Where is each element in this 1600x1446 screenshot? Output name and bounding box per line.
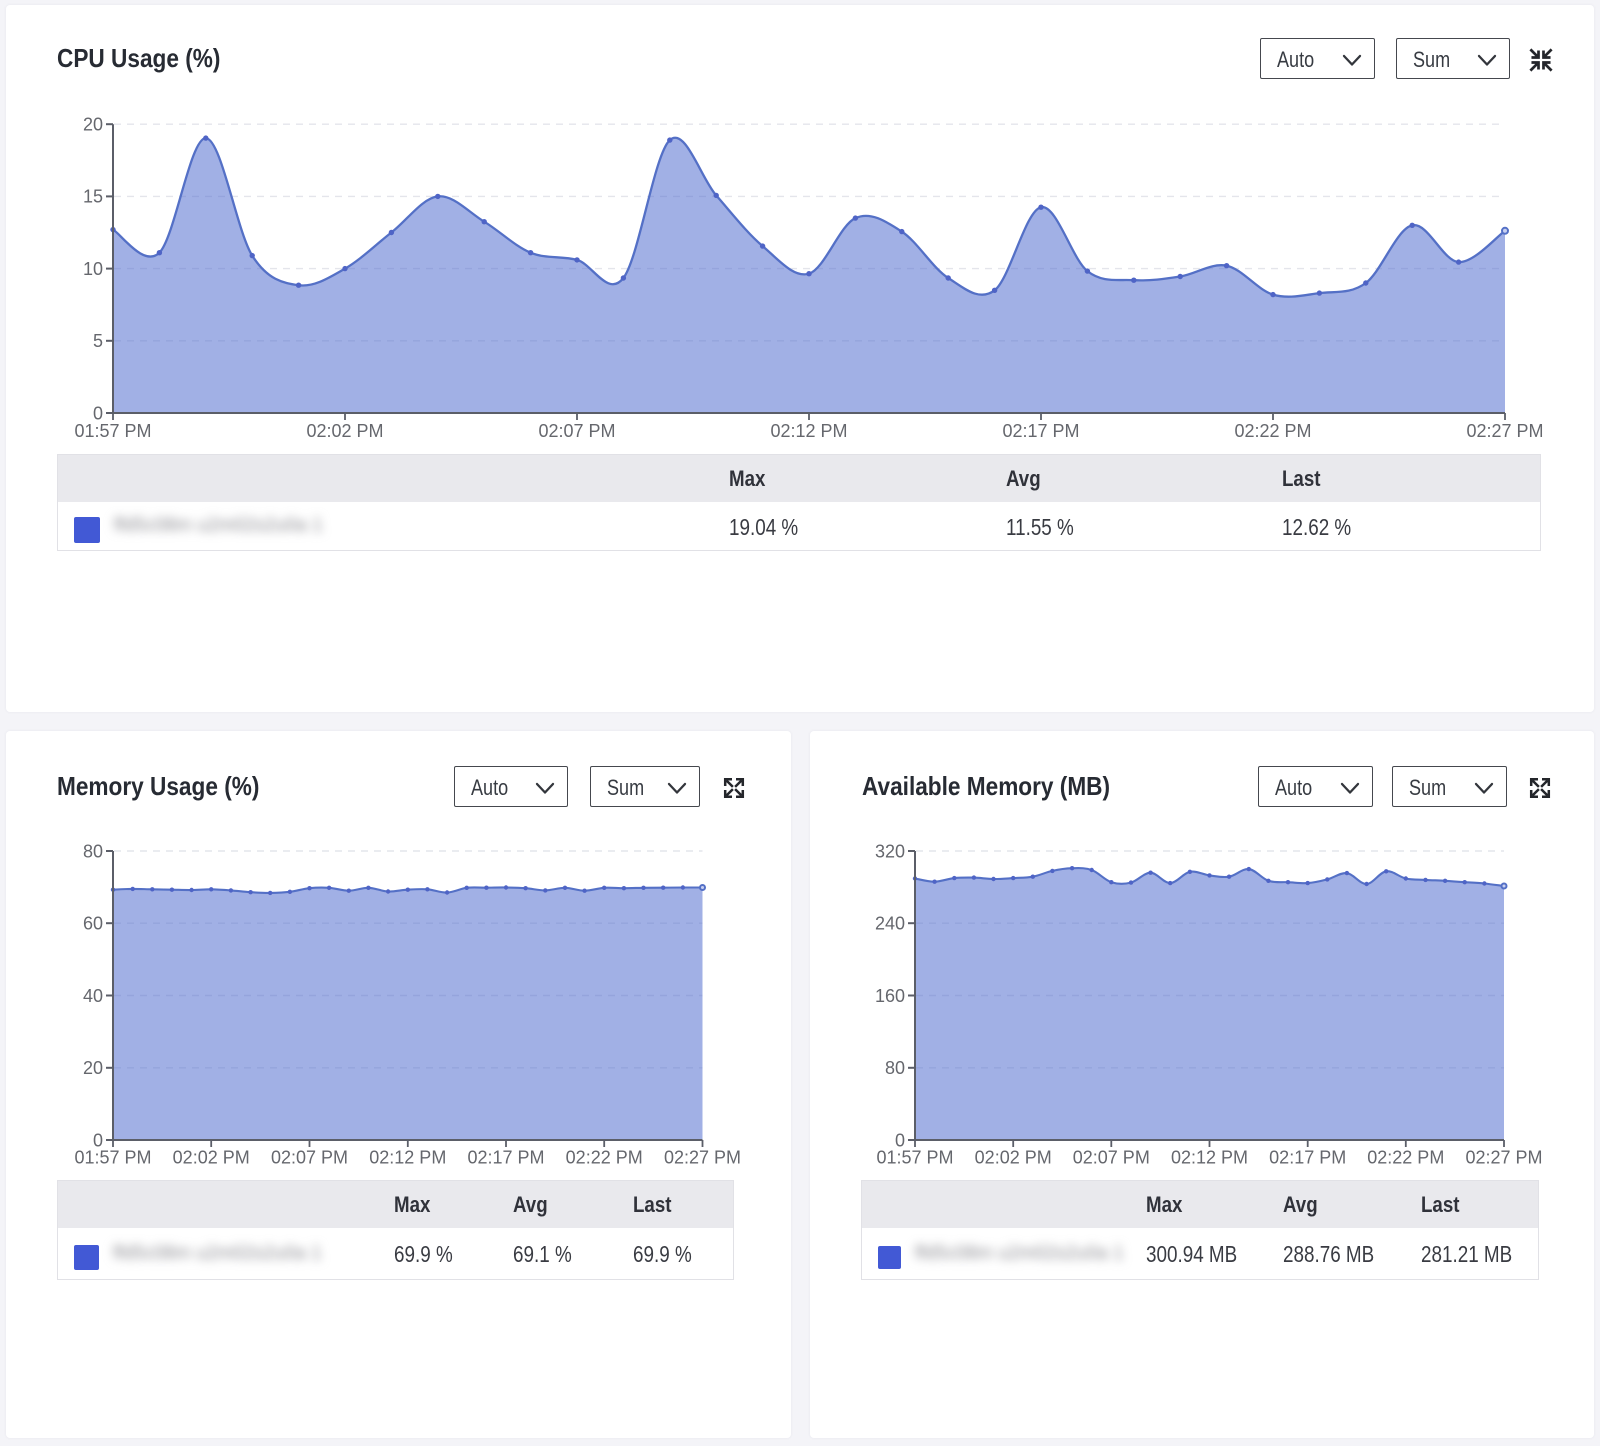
svg-text:02:12 PM: 02:12 PM: [770, 421, 847, 441]
svg-text:160: 160: [875, 986, 905, 1006]
svg-text:02:07 PM: 02:07 PM: [1073, 1148, 1150, 1168]
svg-text:02:02 PM: 02:02 PM: [975, 1148, 1052, 1168]
svg-text:02:17 PM: 02:17 PM: [1269, 1148, 1346, 1168]
svg-text:60: 60: [83, 914, 103, 934]
svg-text:02:22 PM: 02:22 PM: [1367, 1148, 1444, 1168]
svg-text:02:17 PM: 02:17 PM: [1002, 421, 1079, 441]
svg-text:20: 20: [83, 115, 103, 135]
svg-text:15: 15: [83, 187, 103, 207]
svg-text:320: 320: [875, 841, 905, 861]
svg-text:02:27 PM: 02:27 PM: [1466, 421, 1543, 441]
svg-text:02:12 PM: 02:12 PM: [369, 1148, 446, 1168]
svg-text:02:07 PM: 02:07 PM: [271, 1148, 348, 1168]
svg-text:0: 0: [93, 1130, 103, 1150]
svg-text:40: 40: [83, 986, 103, 1006]
svg-text:01:57 PM: 01:57 PM: [876, 1148, 953, 1168]
svg-text:0: 0: [895, 1130, 905, 1150]
svg-text:10: 10: [83, 259, 103, 279]
svg-text:01:57 PM: 01:57 PM: [74, 421, 151, 441]
svg-text:80: 80: [83, 841, 103, 861]
svg-text:02:17 PM: 02:17 PM: [467, 1148, 544, 1168]
svg-text:5: 5: [93, 331, 103, 351]
svg-text:02:12 PM: 02:12 PM: [1171, 1148, 1248, 1168]
svg-text:80: 80: [885, 1058, 905, 1078]
svg-text:02:27 PM: 02:27 PM: [664, 1148, 741, 1168]
svg-text:02:02 PM: 02:02 PM: [173, 1148, 250, 1168]
svg-text:20: 20: [83, 1058, 103, 1078]
svg-text:240: 240: [875, 914, 905, 934]
svg-text:02:02 PM: 02:02 PM: [306, 421, 383, 441]
svg-text:02:07 PM: 02:07 PM: [538, 421, 615, 441]
svg-text:02:27 PM: 02:27 PM: [1465, 1148, 1542, 1168]
svg-text:02:22 PM: 02:22 PM: [1234, 421, 1311, 441]
svg-text:01:57 PM: 01:57 PM: [74, 1148, 151, 1168]
svg-text:0: 0: [93, 403, 103, 423]
svg-text:02:22 PM: 02:22 PM: [566, 1148, 643, 1168]
